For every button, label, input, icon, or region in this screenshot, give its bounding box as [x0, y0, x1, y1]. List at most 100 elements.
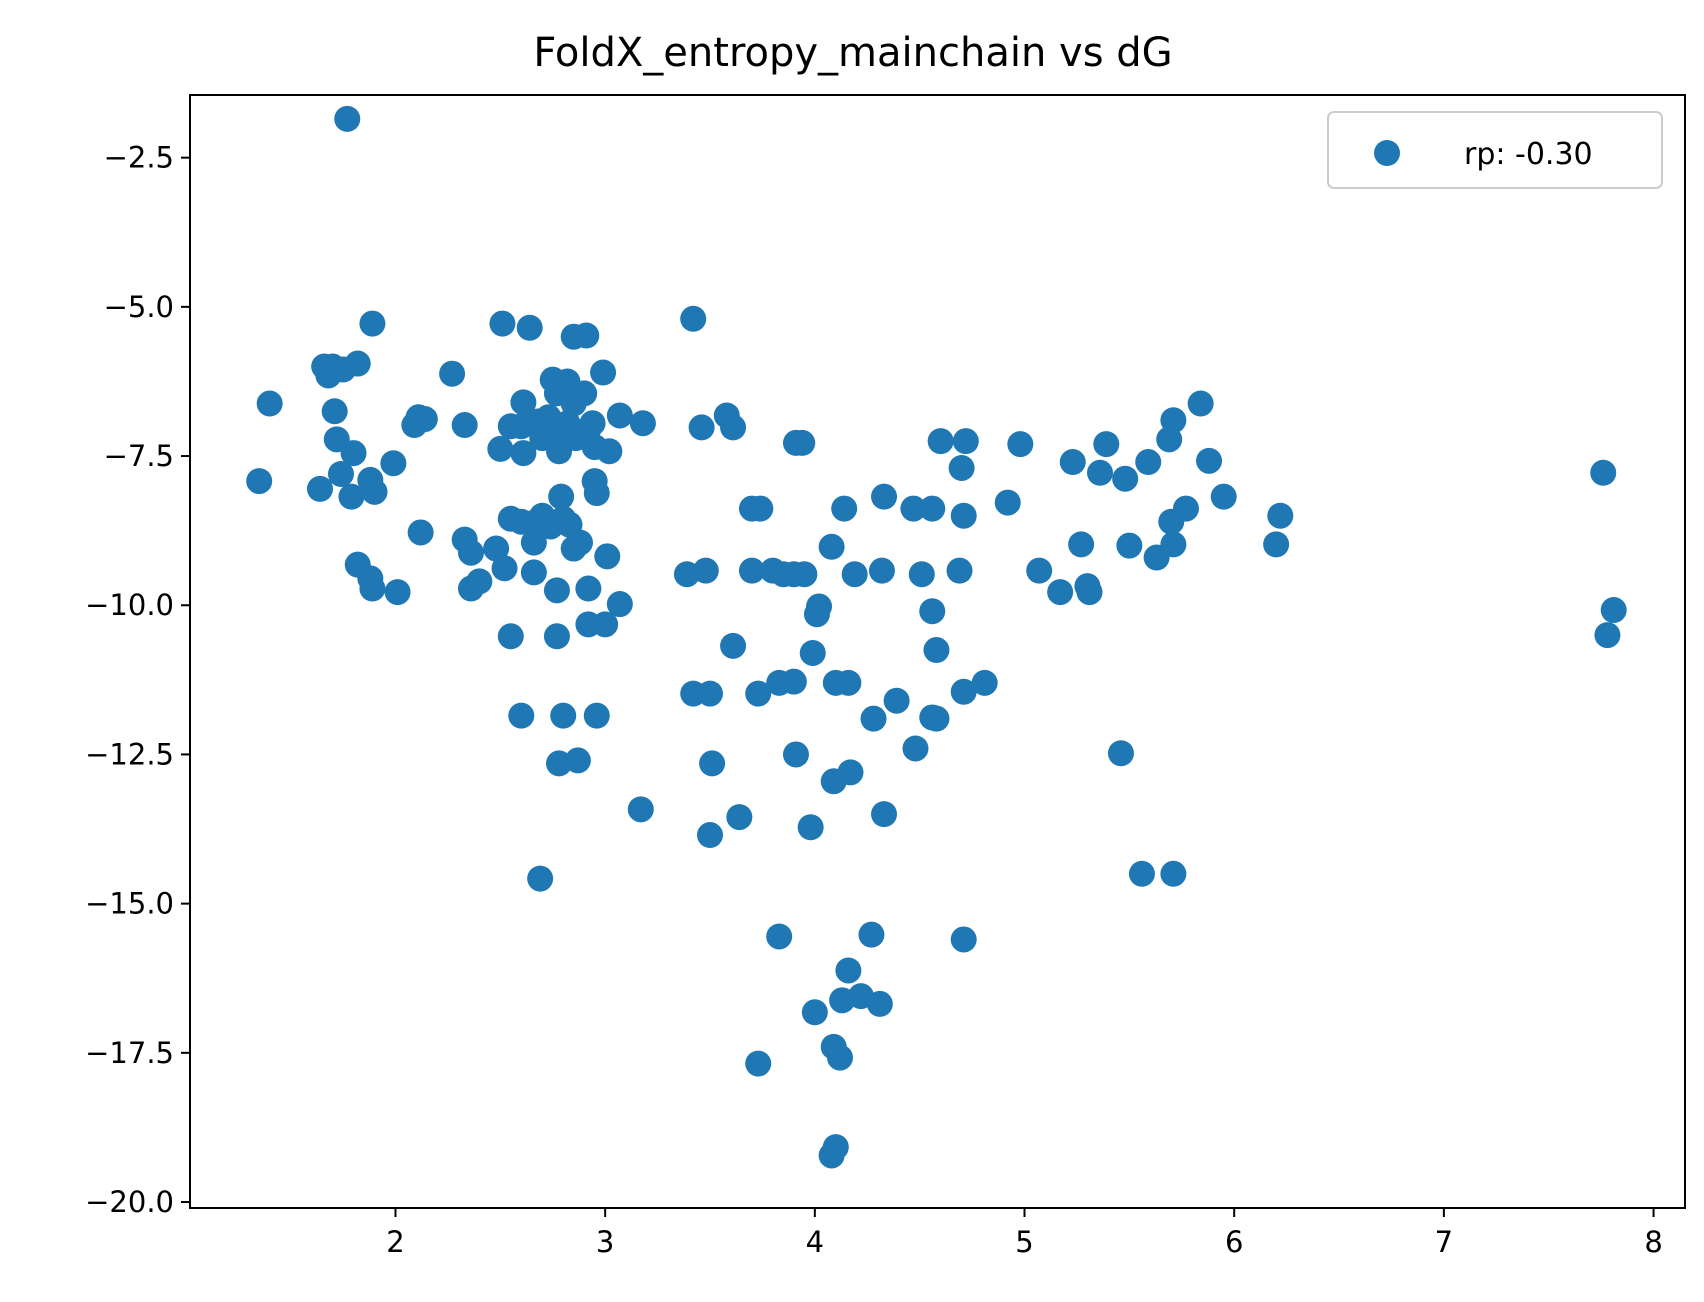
- data-point: [596, 438, 623, 465]
- data-point: [407, 519, 434, 546]
- data-point: [841, 561, 868, 588]
- data-point: [923, 705, 950, 732]
- data-point: [380, 450, 407, 477]
- y-tick-label: −17.5: [85, 1036, 174, 1070]
- data-point: [883, 687, 910, 714]
- data-point: [571, 380, 598, 407]
- data-point: [1007, 431, 1034, 458]
- legend-marker: [1374, 140, 1400, 166]
- data-point: [384, 579, 411, 606]
- data-point: [927, 428, 954, 455]
- data-point: [629, 410, 656, 437]
- data-point: [510, 389, 537, 416]
- data-point: [592, 611, 619, 638]
- y-tick-label: −20.0: [85, 1185, 174, 1219]
- data-point: [801, 999, 828, 1026]
- data-point: [411, 406, 438, 433]
- data-point: [950, 502, 977, 529]
- data-point: [950, 926, 977, 953]
- data-point: [806, 593, 833, 620]
- data-point: [948, 454, 975, 481]
- data-point: [1047, 579, 1074, 606]
- data-point: [583, 702, 610, 729]
- data-point: [818, 533, 845, 560]
- data-point: [745, 680, 772, 707]
- plot-frame: [189, 94, 1686, 1209]
- data-point: [692, 557, 719, 584]
- data-point: [1112, 465, 1139, 492]
- data-point: [307, 475, 333, 502]
- data-point: [994, 489, 1021, 516]
- data-point: [573, 322, 600, 349]
- data-point: [1026, 557, 1053, 584]
- data-points: [246, 105, 1627, 1169]
- data-point: [1594, 622, 1621, 649]
- data-point: [950, 678, 977, 705]
- x-tick-label: 3: [596, 1225, 614, 1259]
- y-tick-label: −5.0: [104, 290, 174, 324]
- y-tick-label: −12.5: [85, 737, 174, 771]
- data-point: [923, 637, 950, 664]
- data-point: [334, 105, 361, 132]
- data-point: [1160, 860, 1187, 887]
- data-point: [780, 668, 807, 695]
- data-point: [543, 623, 570, 650]
- data-point: [1172, 495, 1199, 522]
- data-point: [791, 561, 818, 588]
- data-point: [338, 483, 365, 510]
- data-point: [594, 543, 621, 570]
- data-point: [835, 669, 862, 696]
- data-point: [946, 557, 973, 584]
- y-tick-label: −15.0: [85, 887, 174, 921]
- data-point: [766, 923, 793, 950]
- data-point: [439, 360, 466, 387]
- data-point: [606, 402, 633, 429]
- data-point: [868, 557, 895, 584]
- data-point: [491, 555, 518, 582]
- data-point: [919, 495, 946, 522]
- data-point: [256, 390, 283, 417]
- data-point: [860, 705, 887, 732]
- data-point: [1187, 390, 1214, 417]
- data-point: [550, 702, 577, 729]
- data-point: [747, 495, 774, 522]
- data-point: [1160, 407, 1187, 434]
- data-point: [835, 957, 862, 984]
- data-point: [497, 623, 524, 650]
- data-point: [858, 921, 885, 948]
- data-point: [457, 539, 484, 566]
- data-point: [971, 669, 998, 696]
- data-point: [738, 557, 765, 584]
- data-point: [837, 759, 864, 786]
- data-point: [520, 529, 547, 556]
- data-point: [548, 483, 575, 510]
- legend-box: [1327, 111, 1663, 189]
- data-point: [697, 680, 723, 707]
- data-point: [745, 1050, 772, 1077]
- data-point: [483, 535, 510, 562]
- data-point: [527, 865, 554, 892]
- data-point: [579, 410, 606, 437]
- data-point: [1107, 740, 1134, 767]
- data-point: [1116, 532, 1143, 559]
- data-point: [627, 796, 654, 823]
- data-point: [866, 990, 893, 1017]
- y-axis: −2.5 −5.0 −7.5 −10.0 −12.5 −15.0 −17.5 −20.0: [85, 141, 190, 1219]
- data-point: [489, 310, 516, 337]
- x-tick-label: 2: [386, 1225, 404, 1259]
- data-point: [508, 702, 535, 729]
- data-point: [361, 478, 388, 505]
- data-point: [1210, 483, 1237, 510]
- data-point: [1600, 597, 1627, 624]
- data-point: [688, 414, 715, 441]
- legend-label: rp: -0.30: [1464, 137, 1593, 172]
- data-point: [1059, 449, 1086, 476]
- x-tick-label: 7: [1435, 1225, 1453, 1259]
- data-point: [575, 575, 602, 602]
- data-point: [789, 429, 816, 456]
- data-point: [1263, 531, 1290, 558]
- data-point: [567, 529, 593, 556]
- y-tick-label: −7.5: [104, 439, 174, 473]
- data-point: [359, 575, 386, 602]
